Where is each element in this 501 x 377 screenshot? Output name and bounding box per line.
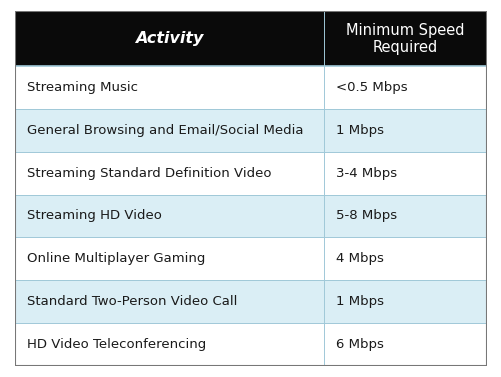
Bar xyxy=(324,280,486,323)
Bar xyxy=(15,11,324,66)
Bar xyxy=(324,109,486,152)
Bar xyxy=(324,152,486,195)
Text: Streaming Music: Streaming Music xyxy=(27,81,138,94)
Text: HD Video Teleconferencing: HD Video Teleconferencing xyxy=(27,338,206,351)
Text: 1 Mbps: 1 Mbps xyxy=(335,124,383,137)
Bar xyxy=(15,280,324,323)
Text: Streaming Standard Definition Video: Streaming Standard Definition Video xyxy=(27,167,271,180)
Bar xyxy=(324,195,486,238)
Text: Standard Two-Person Video Call: Standard Two-Person Video Call xyxy=(27,295,237,308)
Text: 4 Mbps: 4 Mbps xyxy=(335,252,383,265)
Text: Activity: Activity xyxy=(135,31,203,46)
Bar xyxy=(15,238,324,280)
Bar xyxy=(324,323,486,366)
Bar xyxy=(15,323,324,366)
Text: 3-4 Mbps: 3-4 Mbps xyxy=(335,167,396,180)
Bar xyxy=(15,195,324,238)
Text: <0.5 Mbps: <0.5 Mbps xyxy=(335,81,407,94)
Text: Streaming HD Video: Streaming HD Video xyxy=(27,210,161,222)
Text: 5-8 Mbps: 5-8 Mbps xyxy=(335,210,396,222)
Text: 1 Mbps: 1 Mbps xyxy=(335,295,383,308)
Bar xyxy=(324,238,486,280)
Text: Minimum Speed
Required: Minimum Speed Required xyxy=(346,23,464,55)
Bar xyxy=(324,66,486,109)
Bar xyxy=(15,152,324,195)
Bar xyxy=(324,11,486,66)
Text: Online Multiplayer Gaming: Online Multiplayer Gaming xyxy=(27,252,205,265)
Bar xyxy=(15,109,324,152)
Text: General Browsing and Email/Social Media: General Browsing and Email/Social Media xyxy=(27,124,303,137)
Text: 6 Mbps: 6 Mbps xyxy=(335,338,383,351)
Bar xyxy=(15,66,324,109)
